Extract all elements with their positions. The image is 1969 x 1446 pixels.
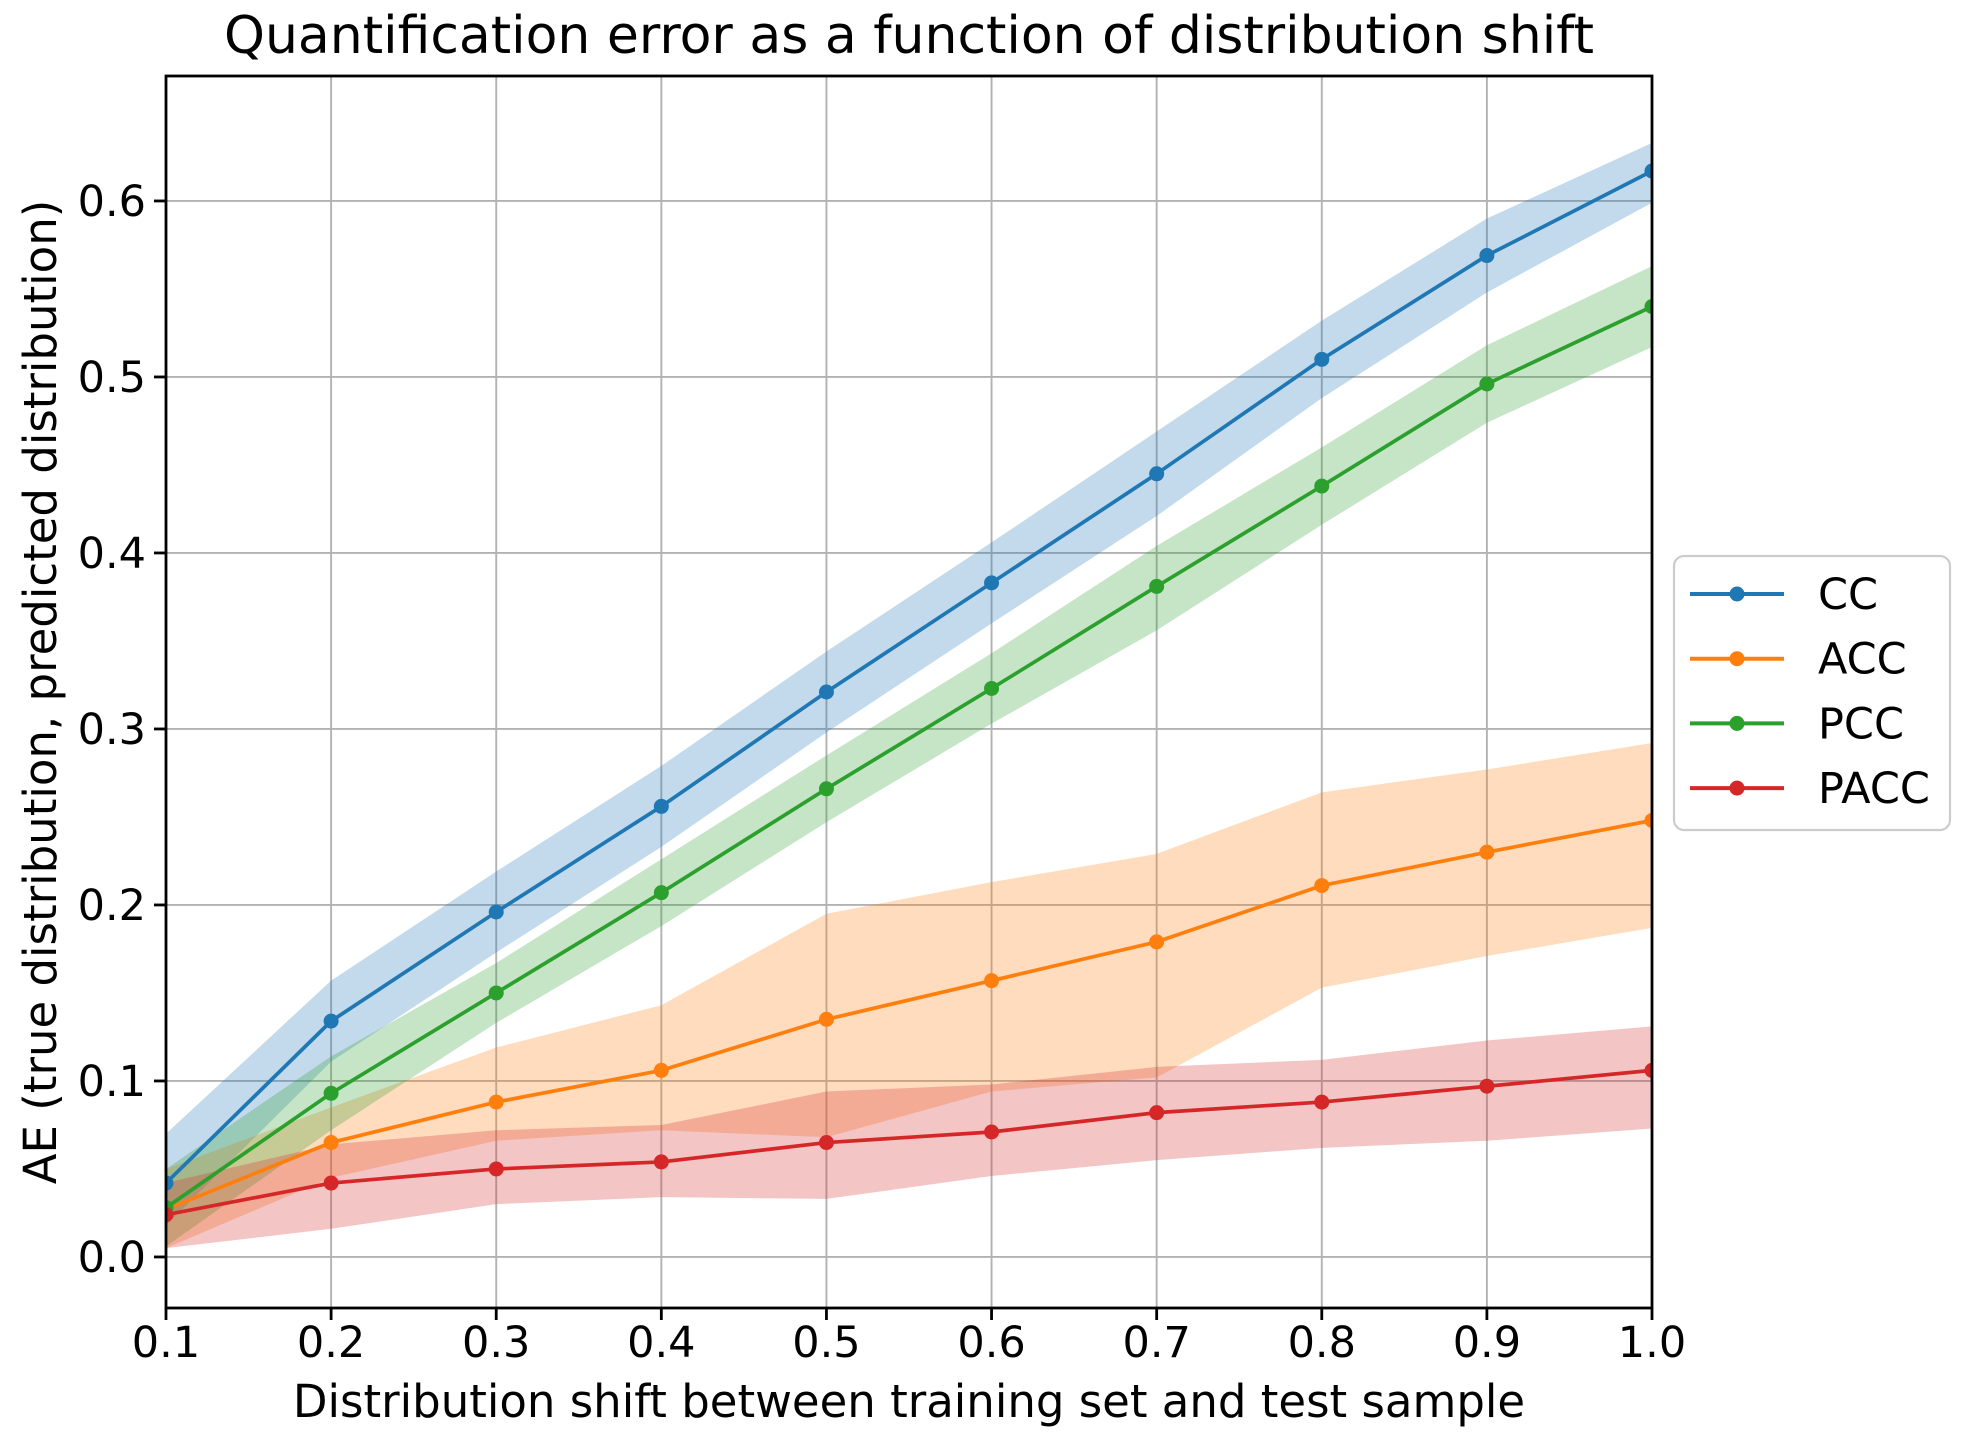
- legend-marker-dot: [1729, 651, 1745, 667]
- y-axis-label: AE (true distribution, predicted distrib…: [14, 200, 67, 1185]
- data-point-CC: [818, 684, 834, 700]
- data-point-ACC: [984, 973, 1000, 989]
- data-point-CC: [653, 798, 669, 814]
- legend-label: ACC: [1818, 635, 1907, 685]
- x-axis-label: Distribution shift between training set …: [293, 1375, 1525, 1428]
- data-point-CC: [1644, 163, 1652, 179]
- y-tick-label: 0.6: [78, 177, 146, 227]
- x-tick-label: 0.3: [462, 1318, 530, 1368]
- series-line-CC: [166, 169, 1652, 1185]
- chart-title: Quantification error as a function of di…: [224, 6, 1594, 66]
- data-point-PCC: [1479, 376, 1495, 392]
- data-point-PCC: [488, 985, 504, 1001]
- series-line-PCC: [166, 304, 1652, 1210]
- y-tick-label: 0.4: [78, 529, 146, 579]
- data-point-ACC: [653, 1062, 669, 1078]
- data-point-ACC: [1479, 844, 1495, 860]
- legend: CC ACC PCC PACC: [1672, 554, 1952, 832]
- x-tick-label: 0.2: [297, 1318, 365, 1368]
- data-point-PACC: [1479, 1078, 1495, 1094]
- data-point-PACC: [653, 1154, 669, 1170]
- legend-label: PACC: [1818, 764, 1930, 814]
- legend-item-PACC: PACC: [1690, 764, 1930, 814]
- legend-label: PCC: [1818, 699, 1904, 749]
- x-tick-label: 0.4: [627, 1318, 695, 1368]
- data-point-PACC: [818, 1135, 834, 1151]
- y-tick-label: 0.2: [78, 881, 146, 931]
- data-point-CC: [1314, 351, 1330, 367]
- legend-item-ACC: ACC: [1690, 635, 1907, 685]
- y-tick-label: 0.1: [78, 1057, 146, 1107]
- legend-marker-dot: [1729, 780, 1745, 796]
- data-point-PACC: [1644, 1062, 1652, 1078]
- data-point-ACC: [488, 1094, 504, 1110]
- x-tick-label: 0.7: [1122, 1318, 1190, 1368]
- legend-marker-dot: [1729, 715, 1745, 731]
- confidence-band-ACC: [166, 743, 1652, 1249]
- data-point-CC: [1149, 466, 1165, 482]
- confidence-band-CC: [166, 142, 1652, 1226]
- data-point-PACC: [1314, 1094, 1330, 1110]
- data-point-CC: [1479, 248, 1495, 264]
- y-tick-label: 0.3: [78, 705, 146, 755]
- data-point-ACC: [1644, 812, 1652, 828]
- x-tick-label: 0.8: [1288, 1318, 1356, 1368]
- data-point-ACC: [818, 1011, 834, 1027]
- data-point-PACC: [166, 1207, 174, 1223]
- y-tick-label: 0.5: [78, 353, 146, 403]
- x-tick-label: 1.0: [1618, 1318, 1686, 1368]
- legend-item-CC: CC: [1690, 570, 1878, 620]
- series-lines: [166, 163, 1652, 1223]
- axes-spines: [164, 74, 1654, 1310]
- data-point-ACC: [1314, 878, 1330, 894]
- y-tick-label: 0.0: [78, 1233, 146, 1283]
- confidence-bands: [166, 142, 1652, 1249]
- x-tick-label: 0.6: [957, 1318, 1025, 1368]
- axis-ticks: 0.1 0.2 0.3 0.4 0.5 0.6 0.7 0.8 0.9 1.0 0.0 0.1 0.2 0…: [78, 177, 1687, 1368]
- series-line-PACC: [166, 1068, 1652, 1217]
- data-point-PCC: [818, 781, 834, 797]
- x-tick-label: 0.5: [792, 1318, 860, 1368]
- data-point-CC: [166, 1175, 174, 1191]
- legend-item-PCC: PCC: [1690, 699, 1904, 749]
- data-point-PCC: [1314, 478, 1330, 494]
- data-point-CC: [488, 904, 504, 920]
- legend-label: CC: [1818, 570, 1878, 620]
- data-point-PCC: [984, 680, 1000, 696]
- data-point-PCC: [653, 885, 669, 901]
- series-CC: [166, 163, 1652, 1191]
- x-tick-label: 0.1: [132, 1318, 200, 1368]
- x-tick-label: 0.9: [1453, 1318, 1521, 1368]
- series-PCC: [166, 299, 1652, 1216]
- data-point-PCC: [1149, 578, 1165, 594]
- data-point-CC: [984, 575, 1000, 591]
- legend-marker-dot: [1729, 586, 1745, 602]
- data-point-ACC: [323, 1135, 339, 1151]
- series-line-ACC: [166, 818, 1652, 1212]
- series-PACC: [166, 1062, 1652, 1223]
- data-point-CC: [323, 1013, 339, 1029]
- data-point-PACC: [323, 1175, 339, 1191]
- data-point-PCC: [1644, 299, 1652, 315]
- data-point-PCC: [323, 1085, 339, 1101]
- plot-border: [164, 74, 1654, 1310]
- data-point-PACC: [488, 1161, 504, 1177]
- data-point-PACC: [984, 1124, 1000, 1140]
- data-point-PACC: [1149, 1105, 1165, 1121]
- legend-box: [1672, 554, 1952, 832]
- data-point-ACC: [1149, 934, 1165, 950]
